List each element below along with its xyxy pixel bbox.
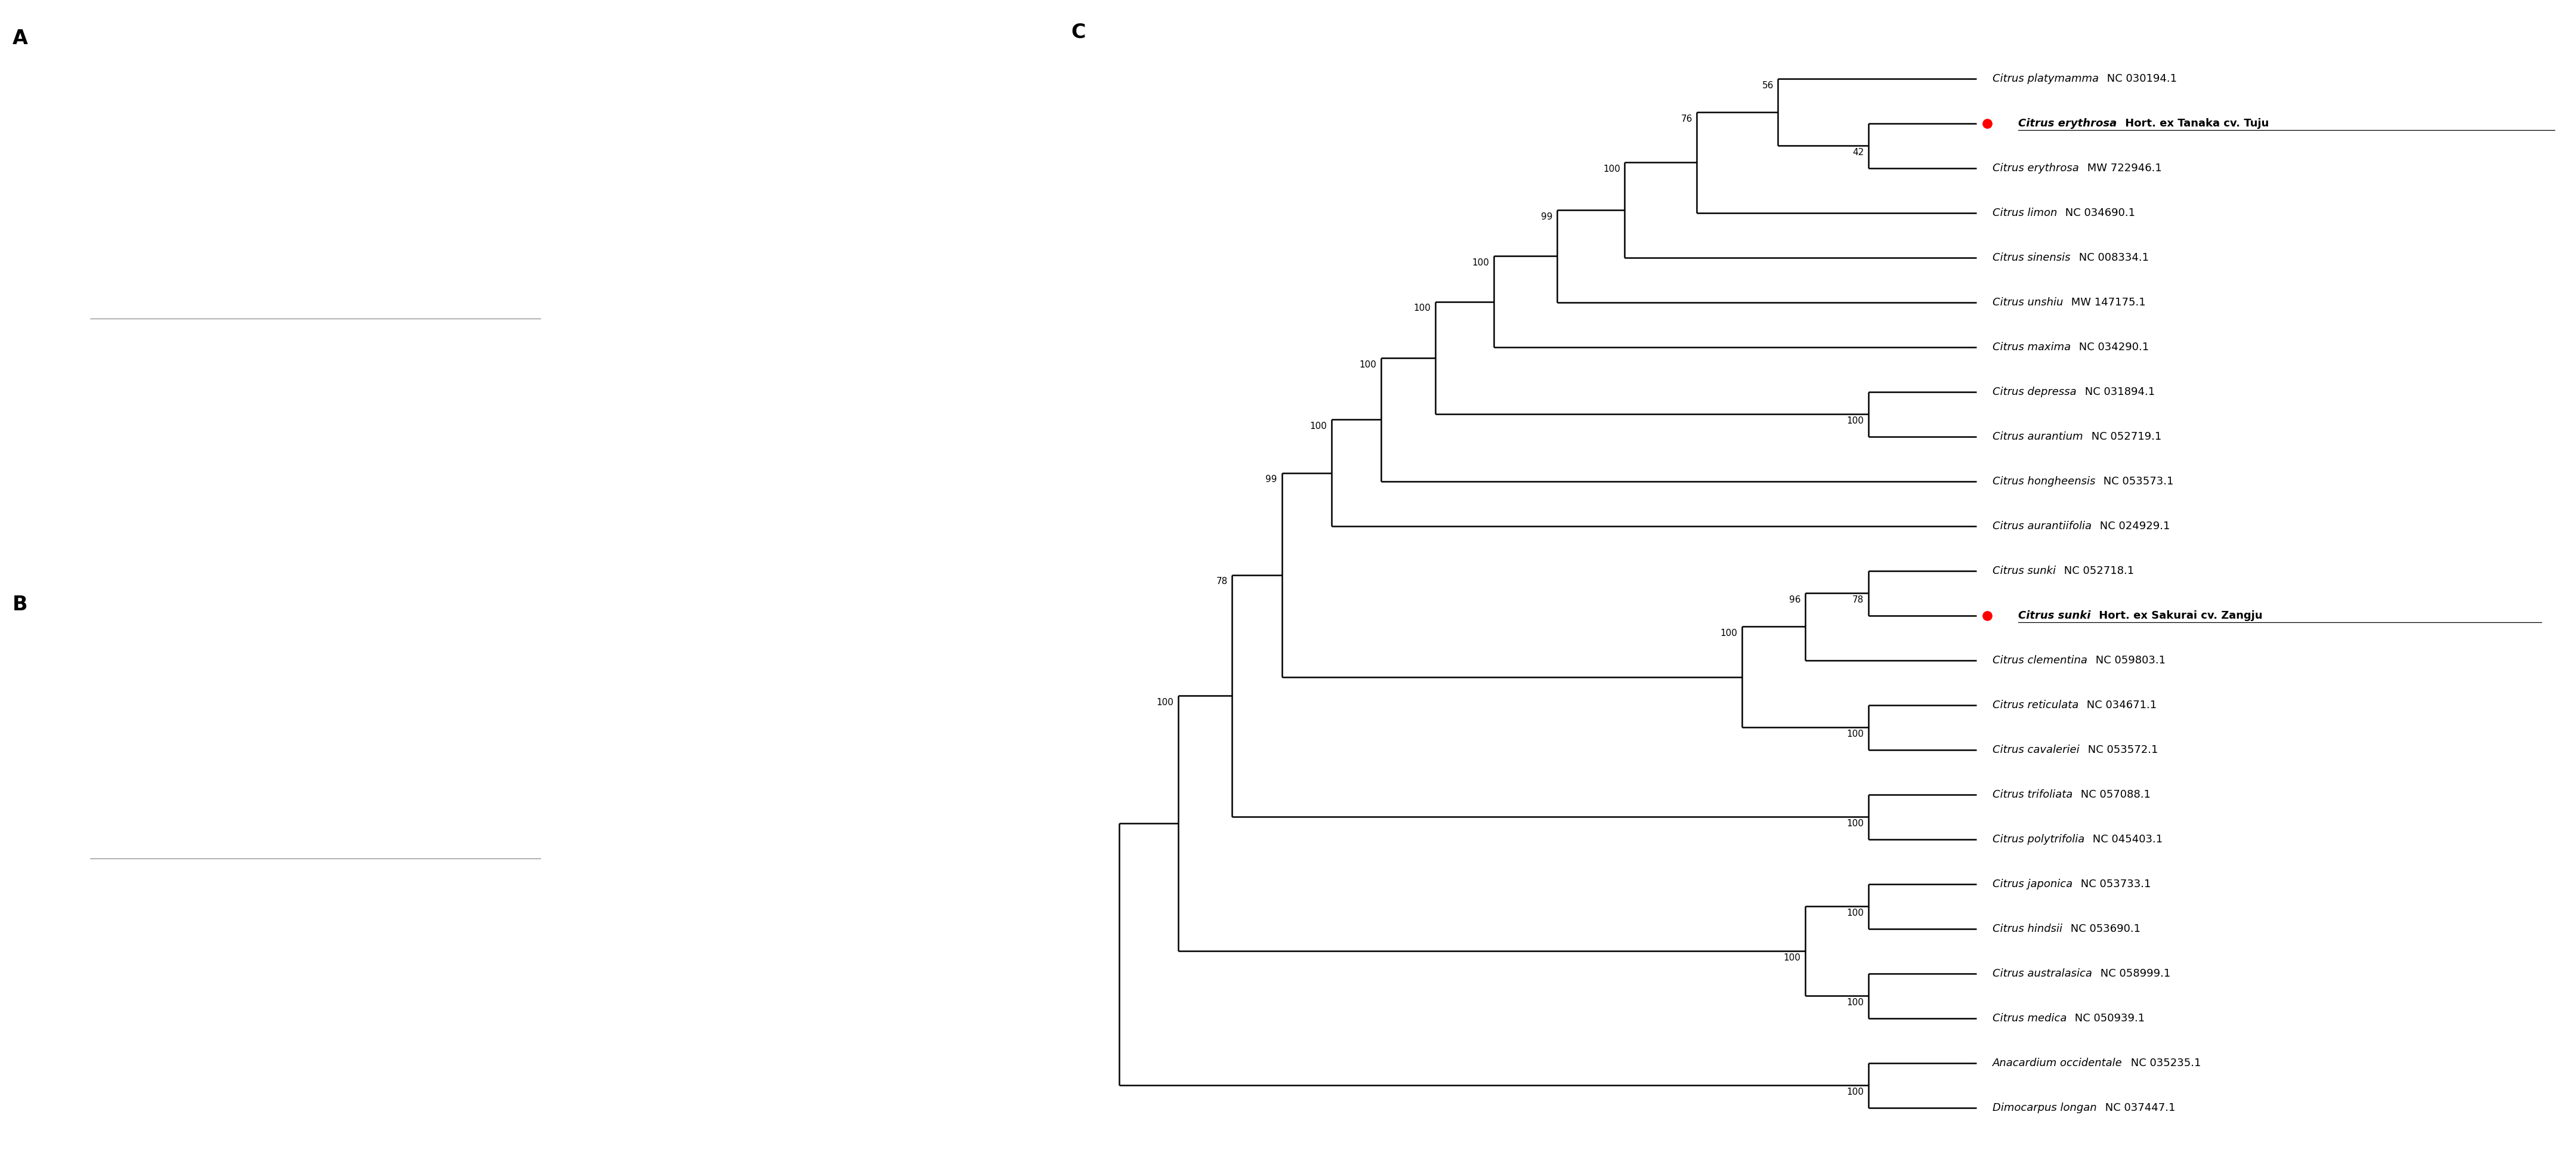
Text: MW 722946.1: MW 722946.1: [2084, 163, 2161, 173]
Text: Citrus erythrosa: Citrus erythrosa: [2017, 118, 2117, 128]
Text: NC 058999.1: NC 058999.1: [2097, 968, 2172, 978]
Text: Hort. ex Sakurai cv. Zangju: Hort. ex Sakurai cv. Zangju: [2094, 610, 2262, 621]
Text: 42: 42: [1852, 148, 1865, 157]
Text: Citrus aurantium: Citrus aurantium: [1994, 431, 2084, 442]
Text: 100: 100: [1847, 730, 1865, 738]
Text: Citrus reticulata: Citrus reticulata: [1994, 700, 2079, 710]
Text: MW 147175.1: MW 147175.1: [2069, 297, 2146, 307]
Text: NC 037447.1: NC 037447.1: [2102, 1102, 2174, 1113]
Text: NC 034671.1: NC 034671.1: [2084, 700, 2156, 710]
Text: Citrus medica: Citrus medica: [1994, 1013, 2066, 1023]
Text: 100: 100: [1847, 1088, 1865, 1096]
Text: 100: 100: [1721, 629, 1736, 638]
Text: Citrus sunki: Citrus sunki: [1994, 566, 2056, 576]
Text: Anacardium occidentale: Anacardium occidentale: [1994, 1058, 2123, 1068]
Text: NC 024929.1: NC 024929.1: [2097, 521, 2169, 531]
Text: 78: 78: [1852, 595, 1865, 604]
Text: NC 031894.1: NC 031894.1: [2081, 387, 2154, 397]
Text: Citrus unshiu: Citrus unshiu: [1994, 297, 2063, 307]
Text: 100: 100: [1847, 998, 1865, 1007]
Text: Citrus clementina: Citrus clementina: [1994, 655, 2087, 665]
Text: NC 035235.1: NC 035235.1: [2128, 1058, 2200, 1068]
Text: 100: 100: [1414, 304, 1430, 313]
Text: 78: 78: [1216, 578, 1229, 586]
Text: NC 057088.1: NC 057088.1: [2076, 789, 2151, 800]
Text: 96: 96: [1788, 595, 1801, 604]
Text: A: A: [13, 29, 28, 49]
Text: NC 034290.1: NC 034290.1: [2076, 342, 2148, 352]
Text: NC 030194.1: NC 030194.1: [2105, 73, 2177, 84]
Text: Citrus sinensis: Citrus sinensis: [1994, 252, 2071, 263]
Text: Hort. ex Tanaka cv. Tuju: Hort. ex Tanaka cv. Tuju: [2120, 118, 2269, 128]
Text: NC 053572.1: NC 053572.1: [2084, 744, 2159, 755]
Text: NC 053690.1: NC 053690.1: [2066, 923, 2141, 934]
Text: NC 008334.1: NC 008334.1: [2076, 252, 2148, 263]
Text: 76: 76: [1680, 114, 1692, 124]
Text: NC 034690.1: NC 034690.1: [2061, 208, 2136, 218]
Text: 100: 100: [1602, 165, 1620, 173]
Text: Citrus platymamma: Citrus platymamma: [1994, 73, 2099, 84]
Text: 100: 100: [1783, 953, 1801, 962]
Text: 100: 100: [1157, 698, 1175, 707]
Text: Citrus aurantiifolia: Citrus aurantiifolia: [1994, 521, 2092, 531]
Text: Citrus polytrifolia: Citrus polytrifolia: [1994, 834, 2084, 844]
Text: 100: 100: [1847, 417, 1865, 425]
Text: 100: 100: [1360, 360, 1376, 370]
Text: Citrus erythrosa: Citrus erythrosa: [1994, 163, 2079, 173]
Text: 99: 99: [1265, 475, 1278, 484]
Text: B: B: [13, 595, 28, 614]
Text: C: C: [1072, 23, 1087, 43]
Text: 56: 56: [1762, 81, 1772, 90]
Text: Citrus limon: Citrus limon: [1994, 208, 2058, 218]
Text: Citrus cavaleriei: Citrus cavaleriei: [1994, 744, 2079, 755]
Text: Citrus hindsii: Citrus hindsii: [1994, 923, 2063, 934]
Text: Citrus trifoliata: Citrus trifoliata: [1994, 789, 2074, 800]
Text: 99: 99: [1540, 213, 1553, 222]
Text: Citrus hongheensis: Citrus hongheensis: [1994, 476, 2097, 486]
Text: 100: 100: [1309, 422, 1327, 431]
Text: Citrus maxima: Citrus maxima: [1994, 342, 2071, 352]
Text: 100: 100: [1471, 259, 1489, 268]
Text: Dimocarpus longan: Dimocarpus longan: [1994, 1102, 2097, 1113]
Text: NC 053733.1: NC 053733.1: [2076, 879, 2151, 889]
Text: NC 053573.1: NC 053573.1: [2099, 476, 2174, 486]
Text: NC 059803.1: NC 059803.1: [2092, 655, 2166, 665]
Text: 2cm: 2cm: [783, 453, 801, 462]
Text: 100: 100: [1847, 909, 1865, 917]
Text: NC 045403.1: NC 045403.1: [2089, 834, 2164, 844]
Text: Citrus australasica: Citrus australasica: [1994, 968, 2092, 978]
Text: NC 052719.1: NC 052719.1: [2087, 431, 2161, 442]
Text: Citrus depressa: Citrus depressa: [1994, 387, 2076, 397]
Text: Citrus japonica: Citrus japonica: [1994, 879, 2074, 889]
Text: Citrus sunki: Citrus sunki: [2017, 610, 2092, 621]
Text: 100: 100: [1847, 819, 1865, 828]
Text: NC 052718.1: NC 052718.1: [2061, 566, 2133, 576]
Text: NC 050939.1: NC 050939.1: [2071, 1013, 2146, 1023]
